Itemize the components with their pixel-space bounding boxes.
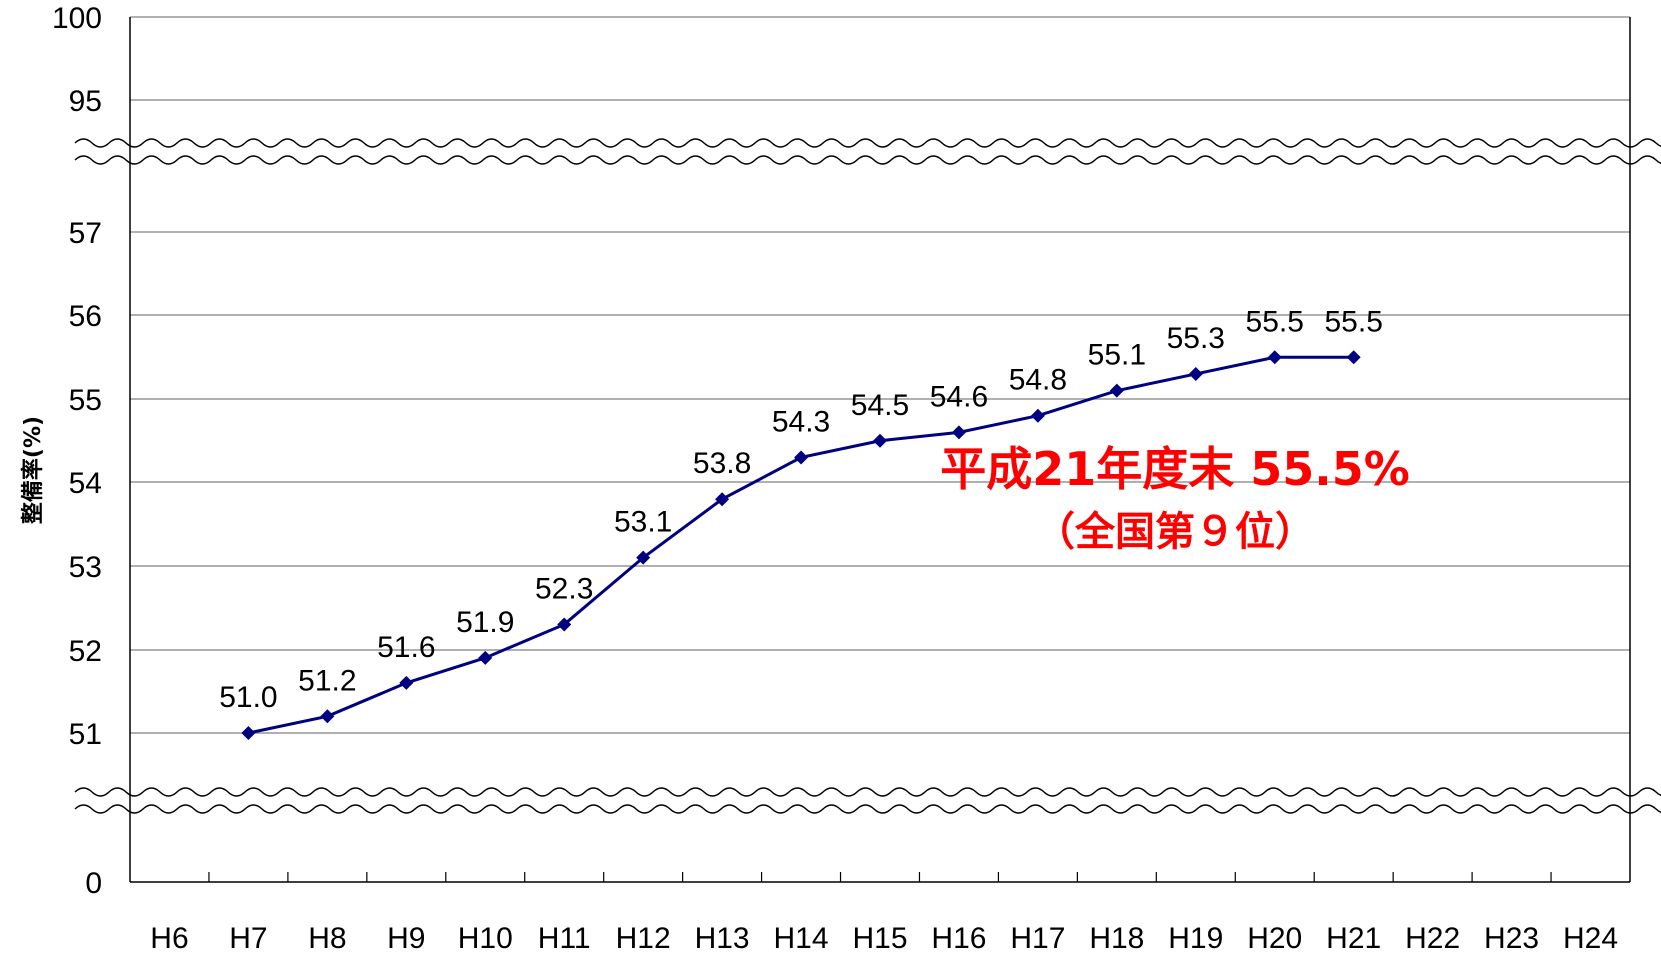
data-label: 55.5 [1246,305,1304,338]
data-label: 55.5 [1324,305,1382,338]
data-point [320,709,335,724]
data-point [951,425,966,440]
data-label: 54.6 [930,380,988,413]
x-tick-label: H7 [229,922,267,954]
data-label: 52.3 [535,572,593,605]
axes [129,17,1631,883]
data-point [715,492,730,507]
y-tick-label: 100 [52,2,102,35]
data-label: 51.9 [456,606,514,639]
data-point [1267,350,1282,365]
x-tick-label: H11 [538,922,591,954]
data-point [1030,408,1045,423]
data-label: 53.8 [693,447,751,480]
data-label: 55.3 [1167,322,1225,355]
axis-break-wave [74,804,1661,814]
y-tick-label: 56 [69,300,102,333]
y-axis-label: 整備率(%) [20,416,46,524]
x-tick-label: H10 [458,922,513,954]
x-tick-label: H15 [852,922,907,954]
x-tick-label: H17 [1010,922,1065,954]
y-tick-label: 95 [69,85,102,118]
series-line [241,350,1361,740]
data-point [794,450,809,465]
axis-break-band [70,786,1661,815]
x-tick-label: H23 [1484,922,1539,954]
data-point [873,433,887,448]
annotation-line2: （全国第９位） [1035,509,1315,555]
y-tick-label: 55 [69,384,102,417]
x-tick-label: H8 [308,922,346,954]
x-tick-label: H18 [1089,922,1144,954]
x-tick-label: H9 [387,922,425,954]
x-tick-label: H14 [774,922,829,954]
data-label: 51.0 [219,681,277,714]
x-tick-label: H20 [1247,922,1302,954]
data-labels: 51.0 51.2 51.6 51.9 52.3 53.1 53.8 54.3 54.5 54.6… [219,305,1383,714]
y-tick-labels: 100 95 57 56 55 54 53 52 51 0 [52,2,102,900]
annotation-line1: 平成21年度末 55.5% [940,442,1410,496]
data-point [636,550,651,565]
axis-break-wave [74,787,1661,797]
y-tick-label: 53 [69,551,102,584]
y-tick-label: 57 [69,217,102,250]
data-label: 51.2 [298,664,356,697]
axis-breaks [70,137,1661,815]
axis-break-band [70,137,1661,166]
data-point [1346,350,1361,365]
axis-break-wave [74,138,1661,148]
data-label: 54.5 [851,389,909,422]
x-tick-labels: H6 H7 H8 H9 H10 H11 H12 H13 H14 H15 H16 H17 H18 H19 H2… [150,872,1618,954]
data-label: 51.6 [377,631,435,664]
axis-break-wave [74,155,1661,165]
data-point [241,726,256,740]
data-point [557,617,572,632]
x-tick-label: H12 [616,922,671,954]
data-label: 54.3 [772,405,830,438]
x-tick-label: H24 [1563,922,1618,954]
data-label: 53.1 [614,506,672,539]
x-tick-label: H13 [695,922,750,954]
data-point [1109,383,1124,398]
x-tick-label: H19 [1168,922,1223,954]
data-point [399,675,414,690]
x-tick-label: H21 [1326,922,1381,954]
y-tick-label: 54 [69,467,102,500]
data-point [1188,366,1203,381]
x-tick-label: H22 [1405,922,1460,954]
x-tick-label: H16 [931,922,986,954]
data-point [478,650,493,665]
y-tick-label: 51 [69,718,102,751]
y-tick-label: 52 [69,635,102,668]
y-tick-label: 0 [85,867,102,900]
x-tick-label: H6 [150,922,188,954]
data-label: 55.1 [1088,339,1146,372]
data-label: 54.8 [1009,364,1067,397]
gridlines [130,16,1630,734]
